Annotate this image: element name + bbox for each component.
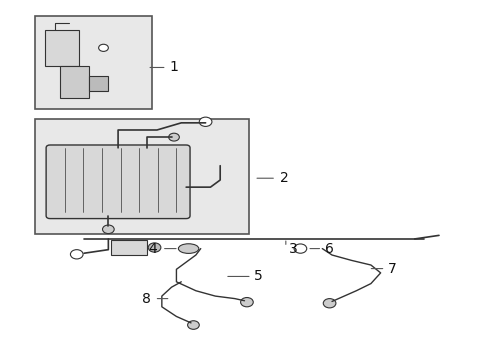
Ellipse shape: [178, 244, 199, 253]
Text: 4: 4: [148, 242, 157, 256]
Circle shape: [70, 249, 83, 259]
Circle shape: [102, 225, 114, 234]
Circle shape: [148, 243, 161, 252]
Bar: [89, 76, 108, 91]
FancyBboxPatch shape: [35, 119, 249, 234]
Circle shape: [323, 298, 335, 308]
Text: 1: 1: [169, 60, 178, 75]
FancyBboxPatch shape: [35, 16, 152, 109]
Bar: [111, 240, 147, 255]
Text: 5: 5: [254, 269, 263, 283]
Bar: [60, 66, 89, 98]
Text: 3: 3: [288, 242, 297, 256]
Text: 8: 8: [142, 292, 151, 306]
Text: 7: 7: [387, 262, 396, 276]
Circle shape: [168, 133, 179, 141]
Circle shape: [240, 297, 253, 307]
Circle shape: [293, 244, 306, 253]
Circle shape: [99, 44, 108, 51]
Circle shape: [199, 117, 211, 126]
FancyBboxPatch shape: [46, 145, 190, 219]
Text: 6: 6: [324, 242, 333, 256]
Circle shape: [187, 321, 199, 329]
Text: 2: 2: [279, 171, 287, 185]
Bar: [45, 30, 79, 66]
